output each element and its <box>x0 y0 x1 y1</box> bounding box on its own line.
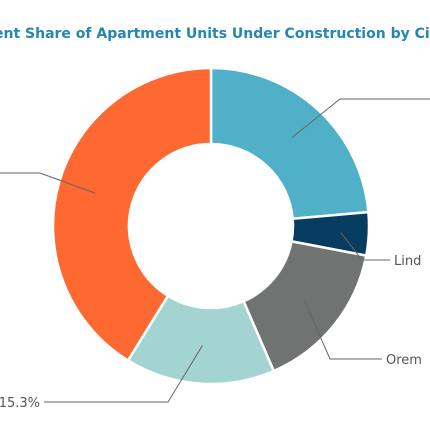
callout-leader-line <box>291 98 430 138</box>
chart-title: ent Share of Apartment Units Under Const… <box>0 26 430 42</box>
slices-group <box>51 66 371 386</box>
callout-leader-line <box>44 345 203 403</box>
slice-callout-label: Orem <box>386 353 422 368</box>
callout-leader-line <box>304 300 382 360</box>
callout-leader-line <box>0 172 96 194</box>
slice-callout-label: Lind <box>394 254 421 269</box>
slice-callout-label: 15.3% <box>0 396 40 411</box>
callout-leader-line <box>340 232 390 261</box>
donut-slice[interactable] <box>51 66 213 363</box>
callouts-group: Lind Orem 15.3% <box>0 98 430 411</box>
donut-slice[interactable] <box>209 66 370 221</box>
